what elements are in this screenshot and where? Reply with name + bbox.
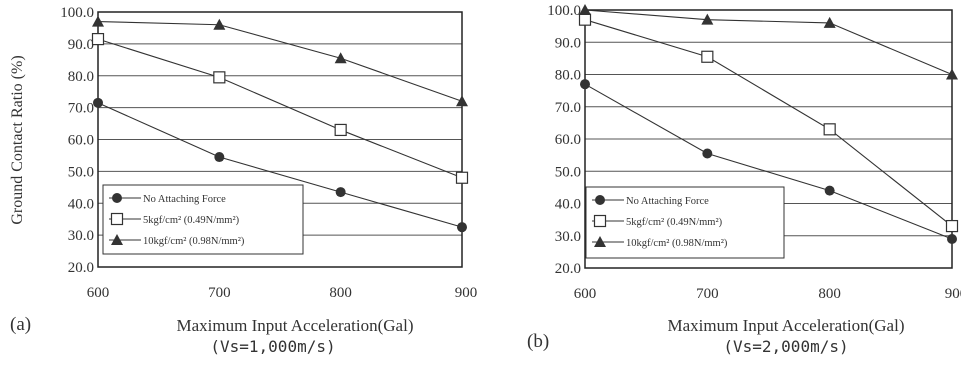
y-tick-label: 50.0 <box>555 164 581 180</box>
data-point <box>213 18 226 30</box>
y-tick-label: 70.0 <box>555 100 581 116</box>
plot-frame-b <box>584 9 953 269</box>
legend-label-10kgf: 10kgf/cm² (0.98N/mm²) <box>626 238 728 249</box>
series-line-2 <box>584 19 953 227</box>
data-point <box>578 13 592 26</box>
data-point <box>579 4 591 15</box>
x-tick-label: 800 <box>818 286 841 302</box>
data-point <box>91 32 105 46</box>
x-tick-labels-a: 600 700 800 900 <box>87 285 478 301</box>
data-point <box>456 95 468 107</box>
legend-label-no-force: No Attaching Force <box>626 196 709 207</box>
legend-markers <box>592 195 624 247</box>
y-tick-label: 100.0 <box>547 3 581 19</box>
data-series-a <box>91 15 469 233</box>
y-tick-label: 90.0 <box>68 37 94 53</box>
panel-label-a: (a) <box>10 314 31 335</box>
legend-box <box>585 186 785 259</box>
y-tick-label: 40.0 <box>555 197 581 213</box>
y-tick-label: 30.0 <box>68 228 94 244</box>
y-tick-label: 80.0 <box>68 69 94 85</box>
y-tick-label: 90.0 <box>555 35 581 51</box>
legend-marker <box>112 193 122 203</box>
data-point <box>92 15 104 27</box>
data-point <box>946 68 958 80</box>
y-axis-title-a: Ground Contact Ratio (%) <box>9 55 26 224</box>
y-tick-label: 70.0 <box>68 101 94 117</box>
legend-label-5kgf: 5kgf/cm² (0.49N/mm²) <box>143 215 240 226</box>
y-tick-label: 20.0 <box>68 260 94 276</box>
series-line-3 <box>97 21 463 102</box>
x-tick-label: 700 <box>696 286 719 302</box>
legend-marker <box>110 212 124 226</box>
y-tick-labels-a: 100.0 90.0 80.0 70.0 60.0 50.0 40.0 30.0… <box>60 5 94 276</box>
data-point <box>823 16 836 28</box>
x-axis-title-b: Maximum Input Acceleration(Gal) <box>668 316 905 335</box>
data-point <box>214 152 225 163</box>
series-line-3 <box>584 9 953 76</box>
chart-panel-a: 100.0 90.0 80.0 70.0 60.0 50.0 40.0 30.0… <box>9 5 477 356</box>
data-point <box>823 123 836 136</box>
data-point <box>93 97 103 108</box>
data-point <box>945 219 959 233</box>
x-tick-label: 900 <box>945 286 961 302</box>
x-tick-label: 700 <box>208 285 231 301</box>
subcaption-b: (Vs=2,000m/s) <box>723 337 848 356</box>
data-point <box>334 123 347 137</box>
legend-marker <box>111 234 123 245</box>
x-tick-labels-b: 600 700 800 900 <box>574 286 961 302</box>
x-tick-label: 600 <box>87 285 110 301</box>
data-point <box>580 79 590 90</box>
series-line-1 <box>584 83 953 240</box>
y-tick-label: 20.0 <box>555 261 581 277</box>
legend-label-10kgf: 10kgf/cm² (0.98N/mm²) <box>143 236 245 247</box>
legend-label-5kgf: 5kgf/cm² (0.49N/mm²) <box>626 217 723 228</box>
data-point <box>701 50 714 63</box>
panel-label-b: (b) <box>527 331 549 352</box>
x-tick-label: 800 <box>329 285 352 301</box>
data-point <box>824 185 835 196</box>
data-point <box>455 171 469 184</box>
data-point <box>334 52 347 64</box>
y-tick-label: 100.0 <box>60 5 94 21</box>
y-tick-label: 50.0 <box>68 164 94 180</box>
data-point <box>457 222 467 233</box>
data-series-b <box>578 4 959 244</box>
legend-marker <box>594 236 606 247</box>
data-point <box>702 148 713 159</box>
plot-frame-a <box>97 11 463 268</box>
legend-label-no-force: No Attaching Force <box>143 194 226 205</box>
x-axis-title-a: Maximum Input Acceleration(Gal) <box>177 316 414 335</box>
series-line-1 <box>97 102 463 228</box>
subcaption-a: (Vs=1,000m/s) <box>210 337 335 356</box>
chart-panel-b: 100.0 90.0 80.0 70.0 60.0 50.0 40.0 30.0… <box>527 3 961 356</box>
legend-marker <box>593 214 607 228</box>
y-tick-label: 60.0 <box>555 132 581 148</box>
legend-marker <box>595 195 605 205</box>
legend-a: No Attaching Force 5kgf/cm² (0.49N/mm²) … <box>102 184 304 255</box>
y-tick-labels-b: 100.0 90.0 80.0 70.0 60.0 50.0 40.0 30.0… <box>547 3 581 277</box>
x-tick-label: 900 <box>455 285 478 301</box>
data-point <box>701 13 714 25</box>
data-point <box>335 187 346 198</box>
x-tick-label: 600 <box>574 286 597 302</box>
series-line-2 <box>97 38 463 179</box>
y-tick-label: 30.0 <box>555 229 581 245</box>
y-tick-label: 40.0 <box>68 196 94 212</box>
legend-markers <box>109 193 141 245</box>
data-point <box>213 71 226 84</box>
y-tick-label: 60.0 <box>68 133 94 149</box>
data-point <box>947 233 957 244</box>
legend-b: No Attaching Force 5kgf/cm² (0.49N/mm²) … <box>585 186 785 259</box>
y-tick-label: 80.0 <box>555 68 581 84</box>
